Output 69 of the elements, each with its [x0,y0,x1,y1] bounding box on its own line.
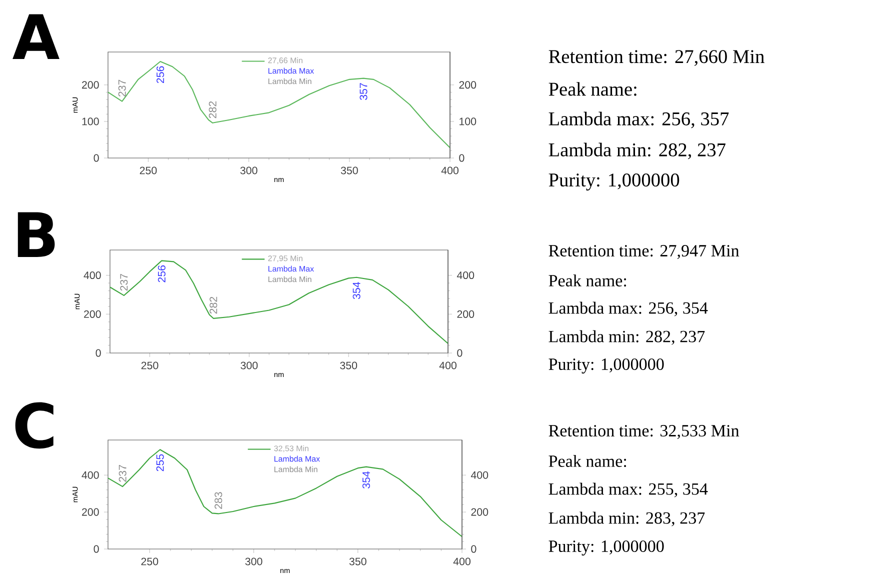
text: Purity: 1,000000 [548,358,664,374]
text: Peak name: [548,454,626,468]
y2-tick-label: 0 [457,349,462,357]
annotation: 282 [210,296,218,314]
annotation: 256 [158,265,166,282]
x-tick-label: 250 [140,166,157,174]
x-tick-label: 400 [453,558,470,566]
y2-tick-label: 400 [456,271,474,280]
x-tick-label: 400 [439,362,456,370]
text: Purity: 1,000000 [548,173,680,191]
text: Lambda min: 282, 237 [548,142,726,160]
x-tick-label: 300 [240,166,258,174]
text: Peak name: [548,274,626,287]
text: Retention time: 27,947 Min [548,245,740,259]
x-tick-label: 400 [441,166,458,174]
annotation: 237 [118,80,126,97]
y2-tick-label: 200 [459,81,476,89]
text: Retention time: 32,533 Min [548,425,740,439]
text: Lambda max: 256, 357 [548,112,729,128]
y-tick-label: 200 [82,81,99,89]
y-tick-label: 400 [82,471,99,479]
legend-label: 27,66 Min [268,57,302,64]
annotation: 282 [208,101,216,118]
x-tick-label: 350 [340,166,358,174]
text: Lambda max: 255, 354 [548,482,708,498]
chart-title: B [18,212,55,257]
annotation: Lambda Max [268,68,314,74]
x-tick-label: 350 [349,558,366,566]
annotation: 237 [118,465,126,482]
x-tick-label: 300 [240,362,258,370]
y-tick-label: 0 [96,349,101,357]
annotation: 256 [156,66,164,84]
y-tick-label: 400 [84,271,101,280]
legend-label: 27,95 Min [268,255,302,262]
y2-tick-label: 0 [459,154,464,162]
annotation: 354 [352,282,360,300]
x-tick-label: 350 [340,362,358,370]
text: Peak name: [548,82,636,96]
text: Lambda max: 256, 354 [548,302,708,316]
y2-tick-label: 200 [457,310,474,318]
text: Lambda min: 283, 237 [548,512,705,526]
annotation: Lambda Min [274,466,318,472]
y2-tick-label: 200 [471,508,488,516]
annotation: 283 [214,492,222,509]
legend-label: 32,53 Min [274,445,308,452]
chart-title: C [15,402,54,449]
annotation: Lambda Max [274,456,320,462]
y2-tick-label: 100 [460,118,476,126]
y-tick-label: 0 [94,545,99,553]
y2-tick-label: 400 [470,471,488,479]
annotation: Lambda Min [268,276,312,282]
annotation: 255 [156,454,164,472]
annotation: 237 [120,274,128,291]
x-tick-label: 300 [245,558,262,566]
y-tick-label: 200 [82,508,99,516]
text: Lambda min: 282, 237 [548,330,705,345]
annotation: 354 [362,471,370,488]
y-tick-label: 200 [84,310,101,318]
text: Purity: 1,000000 [548,540,664,556]
text: Retention time: 27,660 Min [548,50,764,66]
x-tick-label: 250 [141,558,158,566]
annotation: Lambda Min [268,78,312,84]
y-tick-label: 100 [82,118,99,126]
annotation: 357 [360,83,368,100]
chart-title: A [12,14,60,59]
x-tick-label: 250 [141,362,158,370]
y2-tick-label: 0 [471,545,476,553]
annotation: Lambda Max [268,266,314,272]
y-tick-label: 0 [94,154,99,162]
